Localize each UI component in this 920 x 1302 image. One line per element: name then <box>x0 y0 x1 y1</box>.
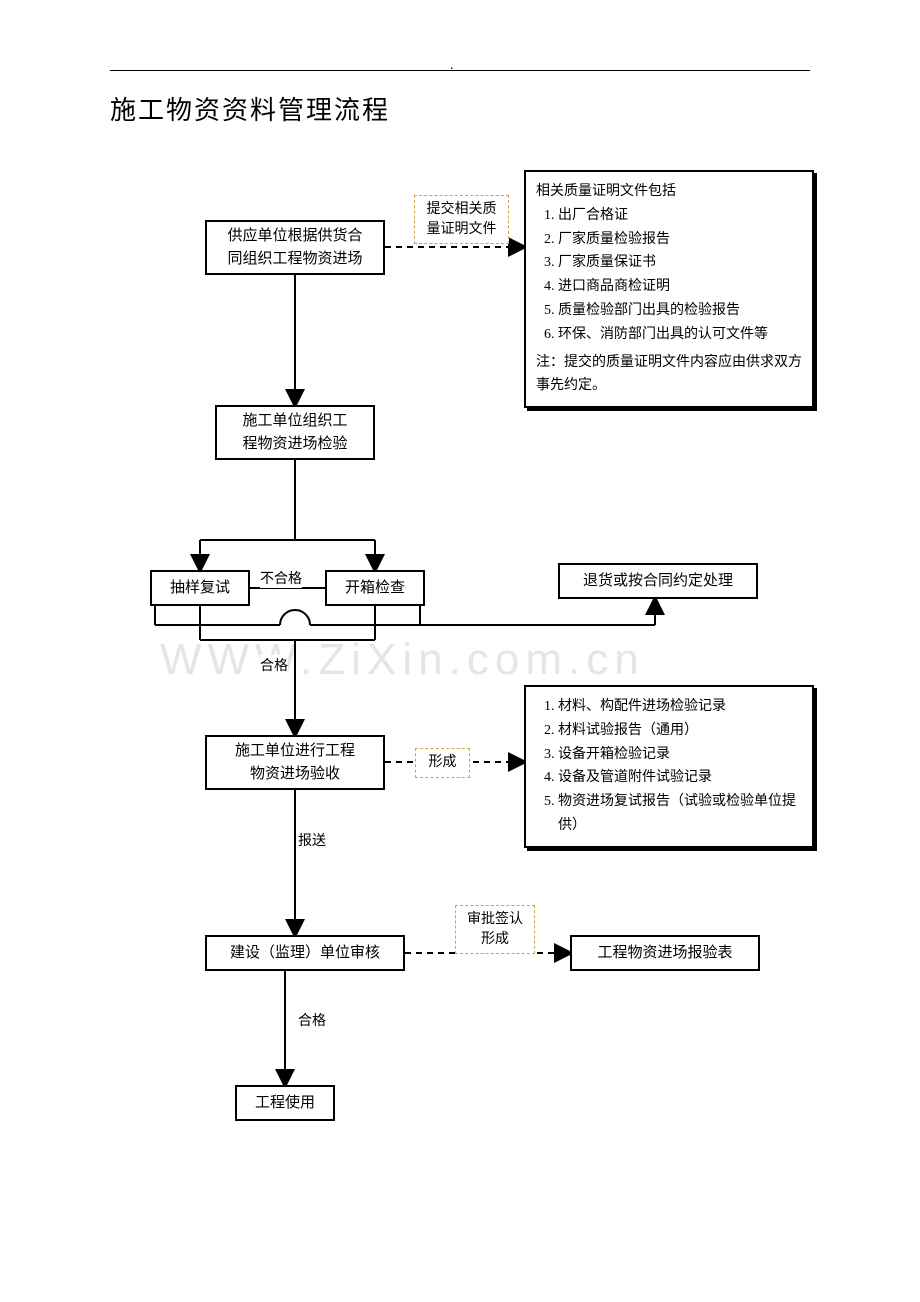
list-item: 厂家质量保证书 <box>558 251 802 275</box>
list-item: 出厂合格证 <box>558 204 802 228</box>
node-text: 供应单位根据供货合同组织工程物资进场 <box>227 225 362 270</box>
list-item: 质量检验部门出具的检验报告 <box>558 299 802 323</box>
node-return-goods: 退货或按合同约定处理 <box>558 563 758 599</box>
label-send: 报送 <box>298 830 326 850</box>
node-text: 工程使用 <box>255 1092 315 1115</box>
node-supervisor-review: 建设（监理）单位审核 <box>205 935 405 971</box>
list-item: 环保、消防部门出具的认可文件等 <box>558 323 802 347</box>
node-text: 施工单位组织工程物资进场检验 <box>242 410 347 455</box>
node-acceptance: 施工单位进行工程物资进场验收 <box>205 735 385 790</box>
list-item: 厂家质量检验报告 <box>558 228 802 252</box>
anno-list-1: 出厂合格证 厂家质量检验报告 厂家质量保证书 进口商品商检证明 质量检验部门出具… <box>536 204 802 347</box>
node-text: 开箱检查 <box>345 577 405 600</box>
label-pass-2: 合格 <box>298 1010 326 1030</box>
annotation-records: 材料、构配件进场检验记录 材料试验报告（通用） 设备开箱检验记录 设备及管道附件… <box>524 685 814 848</box>
dashed-approval-form: 审批签认形成 <box>455 905 535 954</box>
list-item: 设备及管道附件试验记录 <box>558 766 802 790</box>
node-supplier-delivery: 供应单位根据供货合同组织工程物资进场 <box>205 220 385 275</box>
dashed-submit-docs: 提交相关质量证明文件 <box>414 195 509 244</box>
anno-note: 注：提交的质量证明文件内容应由供求双方事先约定。 <box>536 351 802 399</box>
node-text: 抽样复试 <box>170 577 230 600</box>
dashed-form: 形成 <box>415 748 470 778</box>
list-item: 进口商品商检证明 <box>558 275 802 299</box>
node-use: 工程使用 <box>235 1085 335 1121</box>
page-title: 施工物资资料管理流程 <box>110 90 390 127</box>
header-rule <box>110 70 810 71</box>
dashed-text: 提交相关质量证明文件 <box>427 202 497 237</box>
anno-header: 相关质量证明文件包括 <box>536 180 802 204</box>
annotation-quality-docs: 相关质量证明文件包括 出厂合格证 厂家质量检验报告 厂家质量保证书 进口商品商检… <box>524 170 814 408</box>
dashed-text: 审批签认形成 <box>467 912 523 947</box>
list-item: 物资进场复试报告（试验或检验单位提供） <box>558 790 802 838</box>
node-text: 施工单位进行工程物资进场验收 <box>235 740 355 785</box>
list-item: 材料试验报告（通用） <box>558 719 802 743</box>
node-report-form: 工程物资进场报验表 <box>570 935 760 971</box>
watermark: WWW.ZiXin.com.cn <box>160 635 645 685</box>
page: . 施工物资资料管理流程 WWW.ZiXin.com.cn <box>0 0 920 1302</box>
node-incoming-inspection: 施工单位组织工程物资进场检验 <box>215 405 375 460</box>
node-text: 建设（监理）单位审核 <box>230 942 380 965</box>
label-fail: 不合格 <box>260 568 302 588</box>
node-sample-retest: 抽样复试 <box>150 570 250 606</box>
node-text: 工程物资进场报验表 <box>597 942 732 965</box>
list-item: 材料、构配件进场检验记录 <box>558 695 802 719</box>
list-item: 设备开箱检验记录 <box>558 743 802 767</box>
anno-list-2: 材料、构配件进场检验记录 材料试验报告（通用） 设备开箱检验记录 设备及管道附件… <box>536 695 802 838</box>
node-unbox-check: 开箱检查 <box>325 570 425 606</box>
page-dot: . <box>450 58 454 74</box>
node-text: 退货或按合同约定处理 <box>583 570 733 593</box>
label-pass-1: 合格 <box>260 655 288 675</box>
dashed-text: 形成 <box>429 755 457 770</box>
